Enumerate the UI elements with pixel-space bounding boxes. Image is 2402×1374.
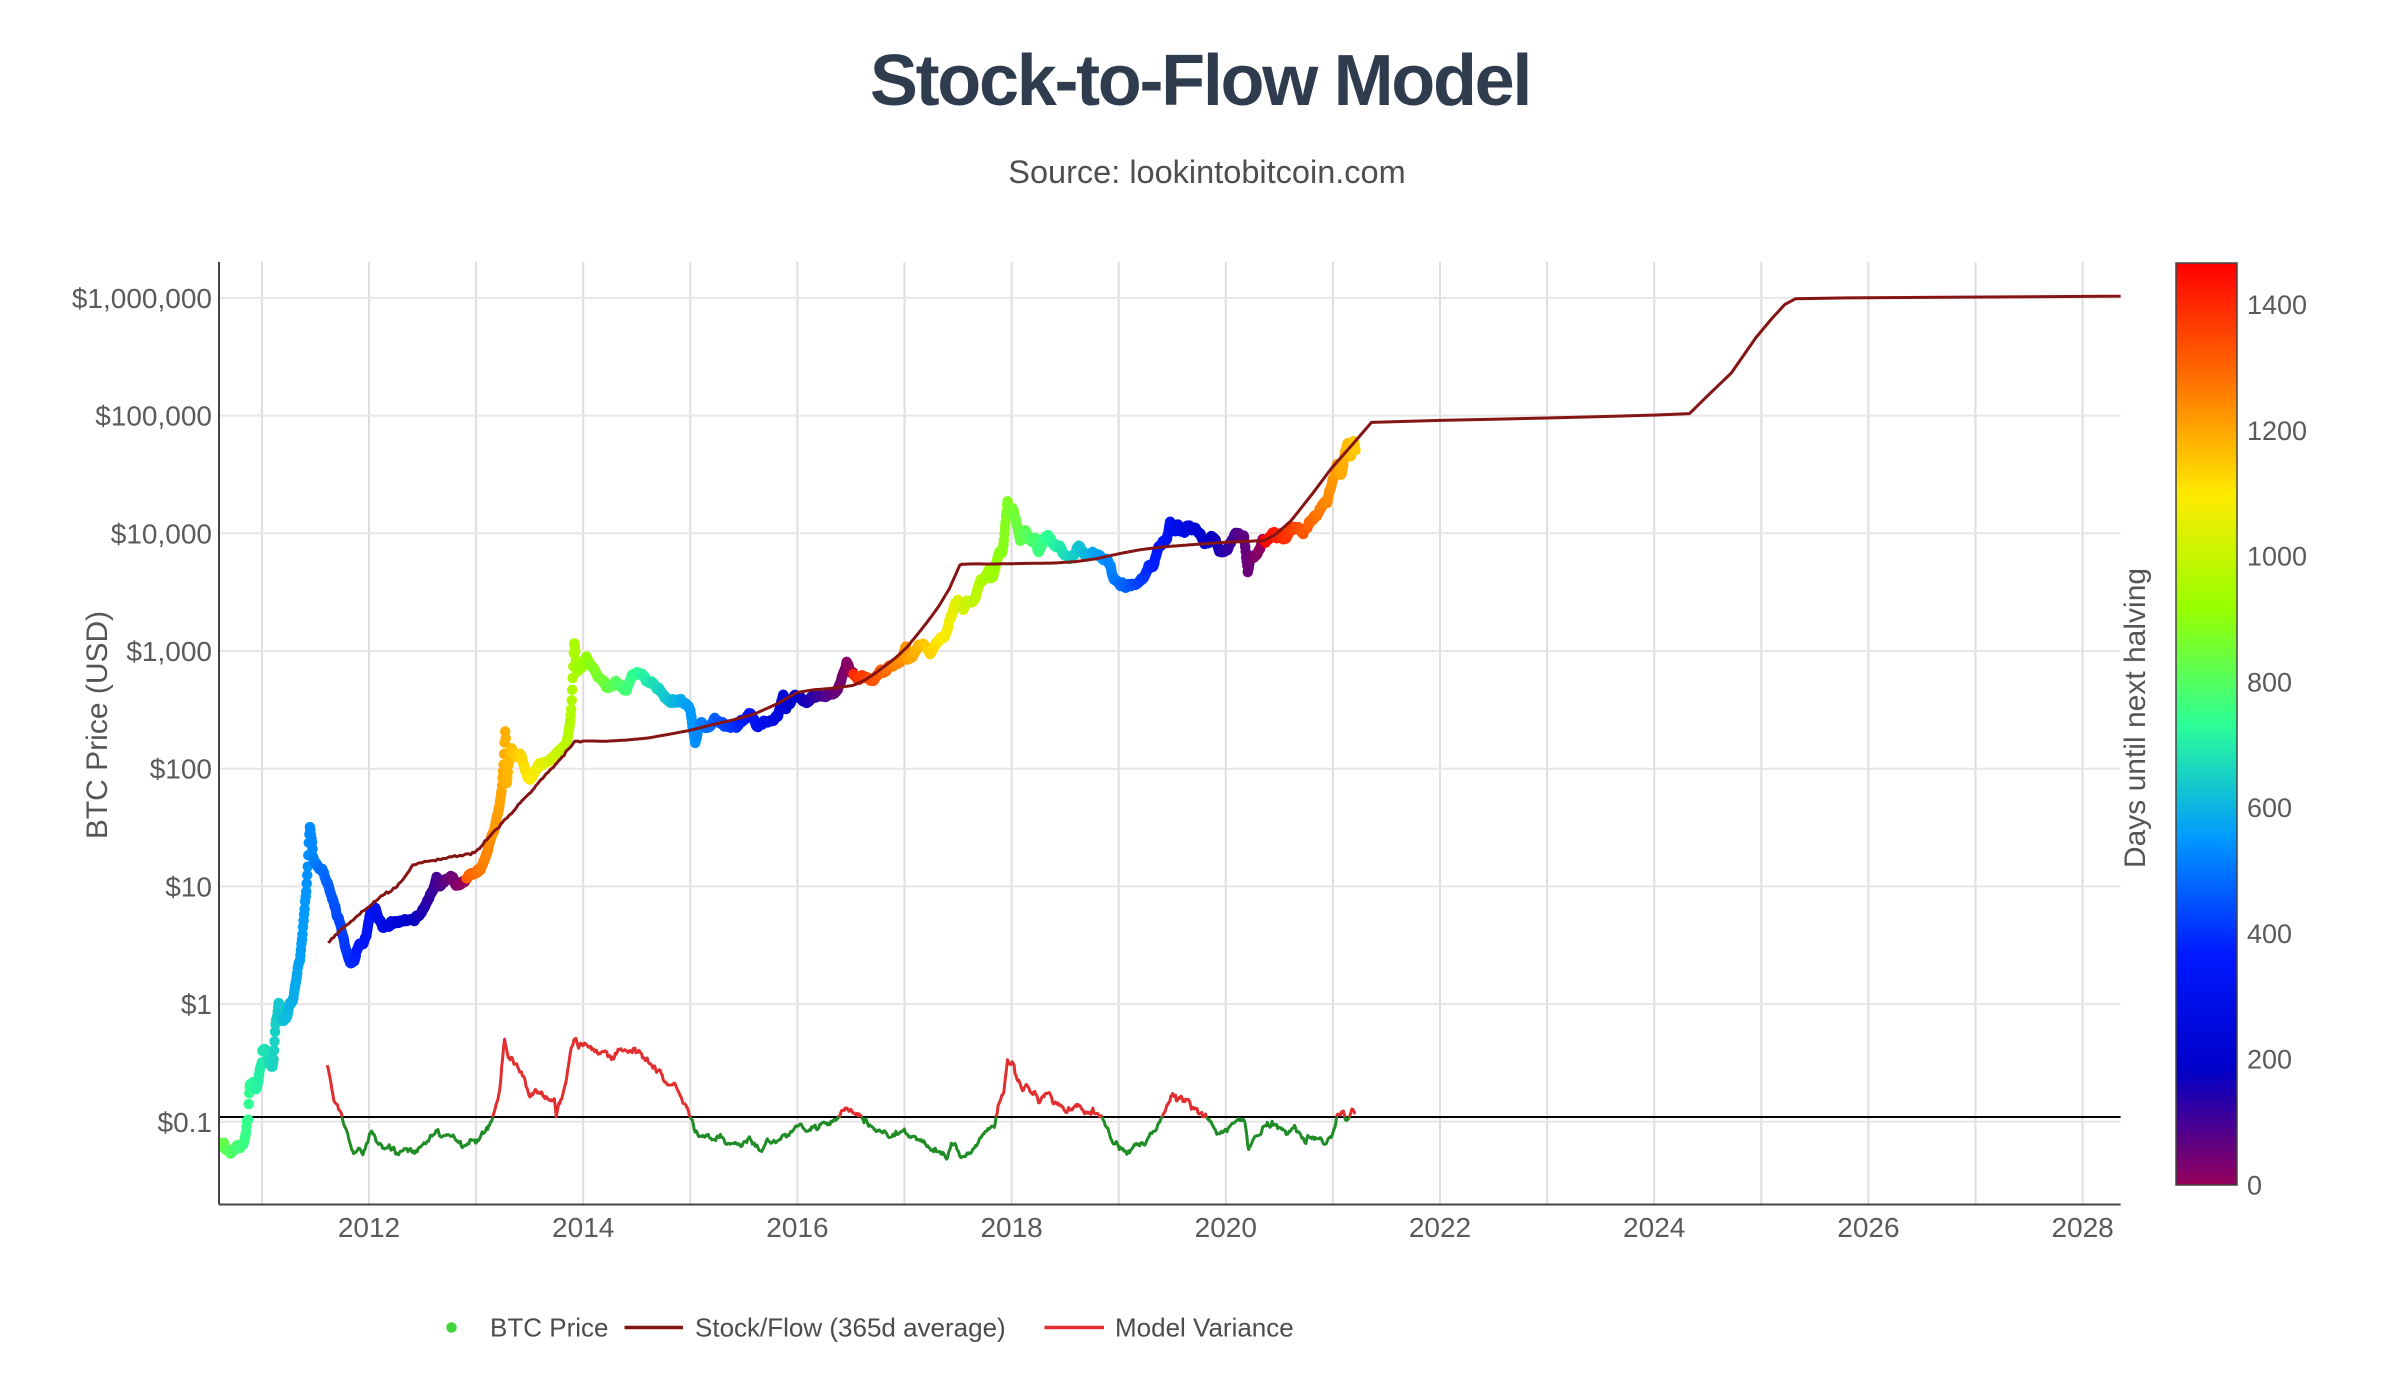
svg-text:2014: 2014	[552, 1212, 614, 1243]
svg-text:2026: 2026	[1837, 1212, 1899, 1243]
svg-text:$10,000: $10,000	[111, 518, 212, 549]
svg-text:200: 200	[2247, 1045, 2292, 1075]
svg-text:$1,000: $1,000	[126, 636, 212, 667]
svg-text:1400: 1400	[2247, 290, 2307, 320]
svg-text:1200: 1200	[2247, 416, 2307, 446]
svg-text:$1,000,000: $1,000,000	[72, 283, 212, 314]
svg-text:$100,000: $100,000	[95, 401, 212, 432]
svg-text:400: 400	[2247, 919, 2292, 949]
svg-text:600: 600	[2247, 793, 2292, 823]
svg-text:Stock-to-Flow Model: Stock-to-Flow Model	[870, 41, 1530, 121]
svg-text:BTC Price (USD): BTC Price (USD)	[81, 611, 114, 839]
svg-text:2012: 2012	[338, 1212, 400, 1243]
svg-text:$100: $100	[150, 754, 212, 785]
svg-text:2024: 2024	[1623, 1212, 1685, 1243]
svg-text:Stock/Flow (365d average): Stock/Flow (365d average)	[695, 1313, 1006, 1343]
svg-text:$10: $10	[165, 871, 212, 902]
svg-text:Source: lookintobitcoin.com: Source: lookintobitcoin.com	[1008, 154, 1405, 190]
svg-text:$1: $1	[181, 989, 212, 1020]
svg-text:800: 800	[2247, 667, 2292, 697]
svg-text:2022: 2022	[1409, 1212, 1471, 1243]
svg-text:$0.1: $0.1	[158, 1107, 213, 1138]
svg-text:2020: 2020	[1195, 1212, 1257, 1243]
svg-text:2018: 2018	[980, 1212, 1042, 1243]
svg-text:Model Variance: Model Variance	[1115, 1313, 1294, 1343]
svg-text:1000: 1000	[2247, 542, 2307, 572]
svg-text:0: 0	[2247, 1171, 2262, 1201]
svg-text:Days until next halving: Days until next halving	[2119, 568, 2152, 868]
svg-text:2016: 2016	[766, 1212, 828, 1243]
svg-text:BTC Price: BTC Price	[490, 1313, 608, 1343]
svg-text:2028: 2028	[2051, 1212, 2113, 1243]
